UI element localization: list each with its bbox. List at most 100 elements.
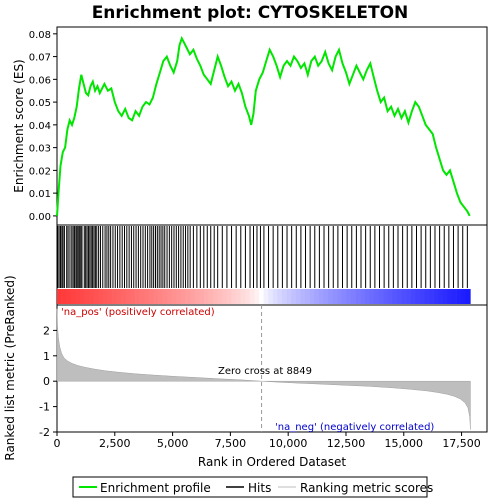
rank-x-axis: 0 2,500 5,000 7,500 10,000 12,500 15,000 17,500: [54, 432, 481, 450]
color-bar-segment: [213, 289, 219, 304]
color-bar-segment: [323, 289, 329, 304]
color-bar-segment: [406, 289, 411, 304]
color-bar-segment: [93, 289, 99, 304]
color-bar-segment: [392, 289, 398, 304]
color-bar-segment: [89, 289, 95, 304]
color-bar-segment: [346, 289, 352, 304]
color-bar-segment: [130, 289, 136, 304]
color-bar-segment: [84, 289, 90, 304]
color-bar-segment: [171, 289, 177, 304]
es-y-axis-label: Enrichment score (ES): [12, 59, 26, 192]
color-bar-segment: [360, 289, 366, 304]
color-bar-segment: [410, 289, 416, 304]
rank-x-tick-label: 15,000: [385, 437, 424, 450]
color-bar-segment: [396, 289, 402, 304]
es-y-tick-label: 0.01: [29, 189, 51, 200]
es-y-tick-label: 0.04: [29, 121, 51, 132]
color-bar-segment: [373, 289, 379, 304]
hit-marks: [57, 226, 468, 288]
color-bar-segment: [341, 289, 347, 304]
color-bar-segment: [158, 289, 163, 304]
color-bar-segment: [176, 289, 182, 304]
color-bar-segment: [259, 289, 264, 304]
color-bar-segment: [57, 289, 62, 304]
rank-x-tick-label: 5,000: [157, 437, 189, 450]
color-bar-segment: [442, 289, 448, 304]
color-bar-segment: [254, 289, 260, 304]
neg-correlated-label: 'na_neg' (negatively correlated): [275, 422, 434, 433]
enrichment-score-panel: 0.00 0.01 0.02 0.03 0.04 0.05 0.06 0.07 0.08 Enr…: [12, 26, 488, 226]
color-bar-segment: [286, 289, 292, 304]
color-bar-segment: [194, 289, 200, 304]
color-bar-segment: [419, 289, 425, 304]
legend-enrichment-label: Enrichment profile: [100, 481, 211, 495]
color-bar-segment: [116, 289, 122, 304]
color-bar-segment: [369, 289, 375, 304]
color-bar-segment: [249, 289, 255, 304]
color-bar-segment: [98, 289, 104, 304]
color-bar-segment: [387, 289, 393, 304]
rank-x-tick-label: 0: [54, 437, 61, 450]
color-bar-segment: [148, 289, 154, 304]
rank-y-tick-label: -1: [39, 401, 50, 414]
color-bar-segment: [337, 289, 343, 304]
color-bar-segment: [203, 289, 209, 304]
color-bar-segment: [465, 289, 471, 304]
color-bar-segment: [433, 289, 439, 304]
color-bar-segment: [144, 289, 150, 304]
color-bar-segment: [121, 289, 127, 304]
color-bar-segment: [61, 289, 67, 304]
color-bar-segment: [167, 289, 173, 304]
color-bar-segment: [102, 289, 108, 304]
es-y-axis: 0.00 0.01 0.02 0.03 0.04 0.05 0.06 0.07 0.08: [29, 30, 57, 223]
color-bar-segment: [327, 289, 333, 304]
color-bar-segment: [236, 289, 242, 304]
rank-y-axis: -2 -1 0 1 2: [39, 324, 57, 439]
rank-x-tick-label: 12,500: [327, 437, 366, 450]
color-bar-segment: [199, 289, 205, 304]
color-bar-segment: [401, 289, 407, 304]
legend-frame: [72, 476, 428, 498]
color-bar-segment: [415, 289, 421, 304]
color-bar-segment: [378, 289, 384, 304]
color-bar-segment: [153, 289, 159, 304]
color-bar-segment: [300, 289, 306, 304]
color-bar-segment: [139, 289, 145, 304]
legend: Enrichment profile Hits Ranking metric s…: [72, 476, 433, 498]
hits-panel: [56, 224, 488, 306]
color-bar-segment: [438, 289, 444, 304]
ranking-metric-area: [56, 308, 471, 430]
color-bar-segment: [332, 289, 338, 304]
color-bar-segment: [125, 289, 131, 304]
color-bar-segment: [217, 289, 223, 304]
color-bar-segment: [66, 289, 72, 304]
color-bar-segment: [185, 289, 191, 304]
rank-y-tick-label: 0: [43, 375, 50, 388]
rank-y-tick-label: -2: [39, 426, 50, 439]
color-bar-segment: [190, 289, 196, 304]
rank-x-axis-label: Rank in Ordered Dataset: [198, 455, 346, 469]
color-bar-segment: [263, 289, 269, 304]
rank-x-tick-label: 17,500: [442, 437, 481, 450]
color-bar-segment: [456, 289, 462, 304]
color-bar-segment: [461, 289, 467, 304]
es-y-tick-label: 0.00: [29, 212, 51, 223]
chart-title: Enrichment plot: CYTOSKELETON: [92, 3, 409, 23]
color-bar-segment: [318, 289, 324, 304]
color-bar-segment: [383, 289, 388, 304]
es-panel-frame: [56, 26, 488, 226]
color-bar-segment: [231, 289, 237, 304]
color-bar-segment: [240, 289, 246, 304]
rank-x-tick-label: 10,000: [269, 437, 308, 450]
color-bar-segment: [162, 289, 168, 304]
rank-color-bar: [57, 289, 471, 304]
color-bar-segment: [355, 289, 361, 304]
es-y-tick-label: 0.06: [29, 75, 51, 86]
color-bar-segment: [245, 289, 251, 304]
color-bar-segment: [314, 289, 320, 304]
rank-x-tick-label: 7,500: [215, 437, 247, 450]
es-y-tick-label: 0.08: [29, 30, 51, 41]
color-bar-segment: [309, 289, 315, 304]
es-y-tick-label: 0.07: [29, 53, 51, 64]
